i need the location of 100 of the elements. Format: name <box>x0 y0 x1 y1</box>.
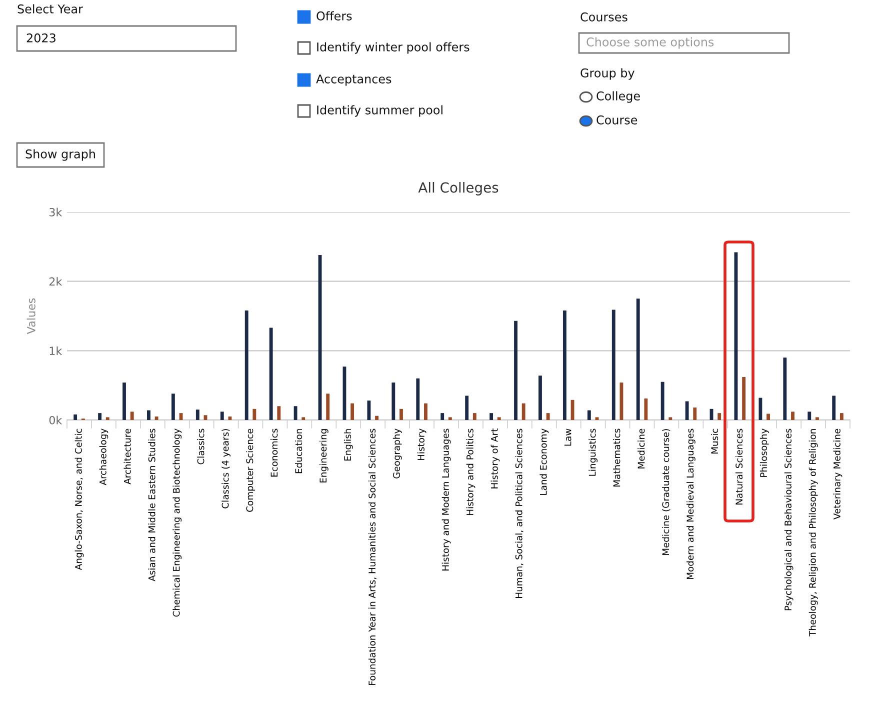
x-tick-label: Education <box>295 429 302 474</box>
bar <box>326 394 330 420</box>
x-tick-label: Architecture <box>124 428 131 484</box>
bar <box>718 413 722 420</box>
x-tick-label: Geography <box>392 428 402 478</box>
bar <box>302 417 306 420</box>
x-tick-label: History of Art <box>490 428 500 488</box>
bar <box>244 310 248 420</box>
x-tick-label: Veterinary Medicine <box>833 428 842 520</box>
bar <box>668 417 672 420</box>
bar <box>816 417 819 420</box>
bar <box>424 403 428 420</box>
bar <box>74 414 78 420</box>
x-tick-label: Mathematics <box>613 428 620 487</box>
x-tick-label: Classics (4 years) <box>222 429 230 508</box>
x-tick-label: Music <box>710 428 718 454</box>
bar <box>644 398 648 420</box>
y-tick-label: 1k <box>50 346 62 355</box>
bar <box>636 298 640 420</box>
x-tick-label: Anglo-Saxon, Norse, and Celtic <box>74 428 84 570</box>
bar <box>693 408 697 420</box>
bar <box>766 414 770 420</box>
bar <box>196 410 200 420</box>
bar <box>595 417 599 420</box>
y-tick-label: 0k <box>49 416 62 424</box>
chart-title: All Colleges <box>418 182 498 196</box>
text: Acceptances <box>316 74 392 86</box>
x-tick-label: Philosophy <box>760 428 769 477</box>
bar <box>400 408 403 420</box>
bar <box>840 413 844 420</box>
text: 2023 <box>26 33 56 42</box>
bar <box>490 413 493 420</box>
bar <box>277 406 281 420</box>
bar <box>742 377 746 420</box>
x-tick-label: History <box>417 428 426 460</box>
bar <box>587 410 591 420</box>
bar <box>685 401 689 420</box>
x-tick-label: History and Politics <box>466 428 476 515</box>
bar <box>538 376 542 420</box>
text: Select Year <box>18 4 83 14</box>
x-tick-label: Land Economy <box>540 428 549 495</box>
bar <box>392 382 396 420</box>
bar <box>220 412 224 420</box>
bar <box>252 408 256 420</box>
bar <box>294 406 298 420</box>
bar <box>832 396 836 420</box>
bar <box>783 358 787 420</box>
x-tick-label: Engineering <box>319 429 328 482</box>
bar <box>171 394 175 420</box>
bar <box>808 412 812 420</box>
bar <box>620 382 624 420</box>
x-tick-label: Computer Science <box>246 428 255 512</box>
bar <box>522 403 526 420</box>
bar <box>791 412 794 420</box>
bar <box>546 413 550 420</box>
bar <box>562 310 566 420</box>
x-tick-label: Archaeology <box>99 428 108 486</box>
bar <box>350 403 354 420</box>
bar <box>228 416 232 420</box>
bar <box>612 310 616 420</box>
y-tick-label: 3k <box>49 208 62 216</box>
x-tick-label: Medicine (Graduate course) <box>662 429 670 555</box>
text: Identify summer pool <box>317 105 442 117</box>
x-tick-label: Human, Social, and Political Sciences <box>515 428 524 598</box>
bar <box>497 417 501 420</box>
x-tick-label: Law <box>564 428 572 446</box>
bar <box>440 413 444 420</box>
x-tick-label: Foundation Year in Arts, Humanities and Social Sciences <box>368 428 376 685</box>
x-tick-label: Theology, Religion and Philosophy of Religion <box>808 429 818 636</box>
bar <box>416 378 420 420</box>
bar <box>758 398 762 420</box>
y-axis-title: Values <box>26 298 36 334</box>
bar <box>106 417 110 420</box>
bar <box>448 417 452 420</box>
x-tick-label: Economics <box>270 428 278 477</box>
bar <box>122 382 126 420</box>
bar <box>514 320 518 420</box>
text: Group by <box>580 68 634 80</box>
x-tick-label: Linguistics <box>588 428 598 476</box>
x-tick-label: Natural Sciences <box>735 428 743 504</box>
text: Courses <box>580 12 628 22</box>
bar <box>269 328 273 420</box>
bar <box>98 413 102 420</box>
bar <box>472 413 476 420</box>
bar <box>367 400 371 420</box>
bar <box>204 415 208 420</box>
text: Choose some options <box>586 37 714 49</box>
bar <box>465 396 469 420</box>
x-tick-label: Modern and Medieval Languages <box>686 428 696 579</box>
x-tick-label: Chemical Engineering and Biotechnology <box>172 428 182 617</box>
bar <box>147 410 150 420</box>
bar <box>375 416 378 420</box>
x-tick-label: English <box>344 429 353 461</box>
bar <box>154 416 158 420</box>
x-tick-label: Classics <box>197 428 204 464</box>
y-tick-label: 2k <box>49 277 62 286</box>
x-tick-label: Medicine <box>638 428 645 468</box>
text: Identify winter pool offers <box>317 42 470 54</box>
text: Show graph <box>26 149 95 161</box>
x-tick-label: History and Modern Languages <box>442 428 451 570</box>
